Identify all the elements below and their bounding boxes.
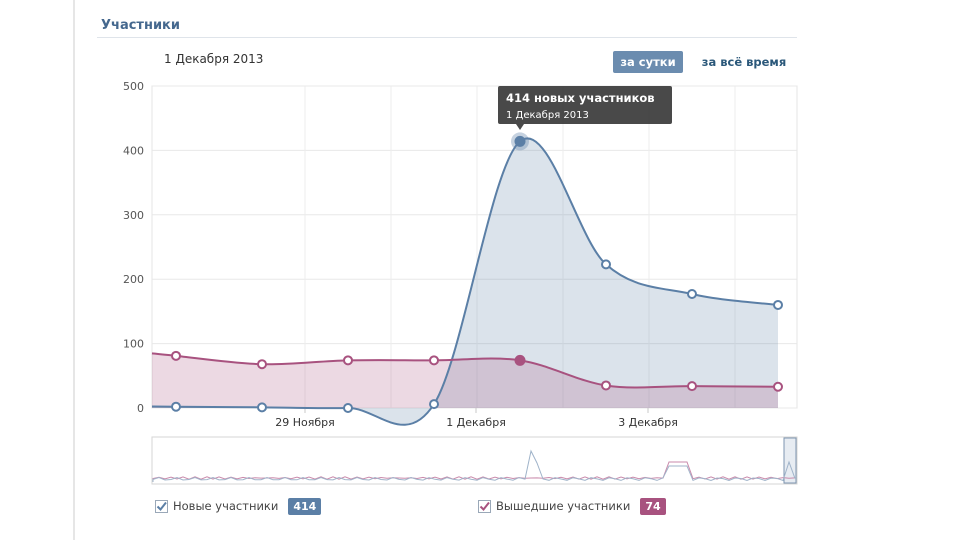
data-point bbox=[773, 299, 783, 310]
x-tick-label: 1 Декабря bbox=[446, 416, 506, 429]
data-point bbox=[429, 355, 439, 366]
data-point bbox=[687, 289, 697, 300]
page-border-line bbox=[73, 0, 75, 540]
data-point bbox=[343, 403, 353, 413]
all-time-button[interactable]: за всё время bbox=[701, 55, 787, 69]
chart-tooltip: 414 новых участников 1 Декабря 2013 bbox=[498, 86, 672, 130]
data-point bbox=[257, 359, 267, 370]
new-members-count-badge: 414 bbox=[288, 497, 322, 515]
y-tick-label: 300 bbox=[123, 209, 144, 222]
left-members-count-badge: 74 bbox=[640, 497, 666, 515]
check-icon bbox=[156, 501, 167, 511]
tooltip-arrow bbox=[516, 124, 524, 130]
tooltip-box bbox=[498, 86, 672, 124]
tooltip-title: 414 новых участников bbox=[506, 91, 655, 105]
navigator-box bbox=[151, 436, 798, 485]
navigator-trace-new bbox=[152, 449, 796, 482]
navigator-trace-left bbox=[152, 461, 796, 480]
data-point bbox=[257, 402, 267, 413]
data-point bbox=[171, 350, 181, 361]
y-tick-label: 100 bbox=[123, 338, 144, 351]
data-point bbox=[429, 399, 439, 410]
data-point bbox=[343, 355, 353, 366]
chart-grid bbox=[151, 85, 798, 413]
data-point bbox=[514, 354, 526, 366]
y-tick-label: 400 bbox=[123, 144, 144, 157]
series-area-new bbox=[152, 138, 778, 425]
title-divider bbox=[97, 37, 797, 38]
per-day-button[interactable]: за сутки bbox=[613, 51, 683, 73]
legend-left-label: Вышедшие участники bbox=[496, 499, 631, 513]
data-point bbox=[687, 381, 697, 392]
data-point bbox=[773, 381, 783, 392]
y-tick-label: 0 bbox=[137, 402, 144, 415]
data-point bbox=[601, 259, 611, 270]
x-tick-label: 3 Декабря bbox=[618, 416, 678, 429]
data-point bbox=[601, 380, 611, 391]
y-axis-labels: 0 100 200 300 400 500 bbox=[123, 80, 144, 415]
plot-background bbox=[151, 85, 798, 409]
series-line-new bbox=[151, 137, 779, 426]
check-icon bbox=[479, 501, 490, 511]
data-point bbox=[171, 401, 181, 412]
series-area-left bbox=[152, 353, 778, 408]
x-axis-labels: 29 Ноября 1 Декабря 3 Декабря bbox=[275, 416, 678, 429]
chart-points bbox=[171, 132, 783, 413]
checkbox-new-members[interactable] bbox=[155, 499, 168, 513]
range-navigator[interactable] bbox=[151, 436, 798, 485]
legend-new-members[interactable]: Новые участники 414 bbox=[155, 497, 322, 515]
legend-left-members[interactable]: Вышедшие участники 74 bbox=[478, 497, 666, 515]
y-tick-label: 500 bbox=[123, 80, 144, 93]
current-date-label: 1 Декабря 2013 bbox=[164, 52, 264, 66]
chart-areas bbox=[152, 138, 778, 425]
data-point bbox=[514, 135, 526, 147]
y-tick-label: 200 bbox=[123, 273, 144, 286]
tooltip-date: 1 Декабря 2013 bbox=[506, 110, 589, 121]
checkbox-left-members[interactable] bbox=[478, 499, 491, 513]
x-tick-label: 29 Ноября bbox=[275, 416, 335, 429]
section-title: Участники bbox=[101, 18, 180, 33]
legend-new-label: Новые участники bbox=[173, 499, 279, 513]
